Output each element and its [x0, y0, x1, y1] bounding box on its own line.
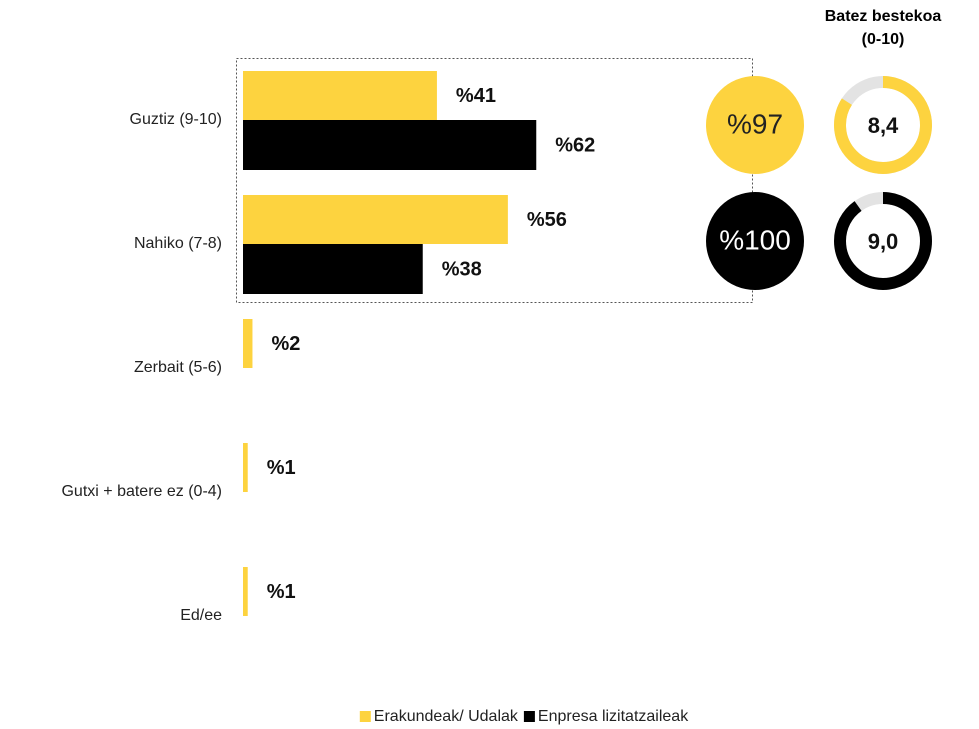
bar [243, 567, 248, 616]
legend-swatch [359, 711, 371, 722]
value-label: %41 [456, 85, 496, 107]
total-label: %100 [719, 224, 791, 255]
total-circle [706, 76, 804, 174]
category-label: Ed/ee [180, 607, 222, 624]
bar [243, 71, 437, 120]
bar [243, 319, 253, 368]
value-label: %62 [555, 134, 595, 156]
highlight-box [236, 58, 753, 303]
donut-arc [834, 76, 932, 174]
bar [243, 120, 537, 170]
bar [243, 443, 248, 492]
total-circle [706, 192, 804, 290]
category-label: Nahiko (7-8) [134, 235, 222, 252]
category-label: Zerbait (5-6) [134, 359, 222, 376]
value-label: %1 [267, 581, 296, 603]
category-label: Guztiz (9-10) [130, 111, 222, 128]
average-label: 8,4 [868, 113, 899, 138]
total-label: %97 [727, 108, 783, 139]
legend-label: Erakundeak/ Udalak [374, 708, 519, 725]
legend-swatch [523, 711, 535, 722]
value-label: %2 [271, 333, 300, 355]
average-title: Batez bestekoa [825, 8, 942, 25]
value-label: %38 [442, 258, 482, 280]
bar [243, 244, 423, 294]
legend: Erakundeak/ Udalak Enpresa lizitatzaileak [359, 708, 689, 725]
value-label: %56 [527, 209, 567, 231]
average-label: 9,0 [868, 229, 899, 254]
average-title: (0-10) [862, 31, 905, 48]
bar [243, 195, 508, 244]
category-label: Gutxi + batere ez (0-4) [61, 483, 222, 500]
value-label: %1 [267, 457, 296, 479]
donut-arc [834, 192, 932, 290]
legend-label: Enpresa lizitatzaileak [538, 708, 689, 725]
